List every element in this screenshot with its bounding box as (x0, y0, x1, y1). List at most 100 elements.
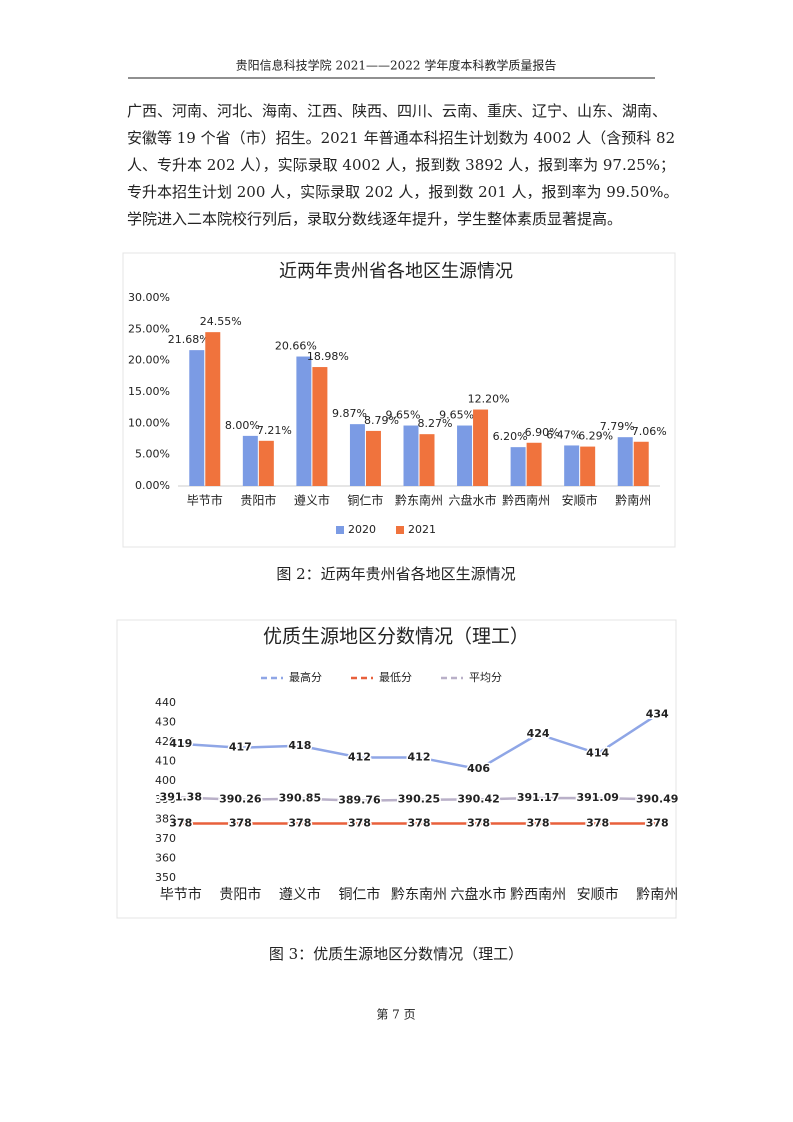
series-line (180, 713, 658, 771)
chart-title: 优质生源地区分数情况（理工） (263, 626, 529, 648)
data-label: 8.27% (418, 417, 453, 430)
x-tick-label: 黔南州 (615, 493, 651, 508)
bar (189, 350, 205, 486)
data-label: 378 (169, 817, 192, 830)
data-label: 391.17 (517, 791, 559, 804)
y-tick-label: 390 (155, 793, 176, 806)
y-tick-label: 350 (155, 871, 176, 884)
bar (564, 445, 580, 486)
bar (419, 434, 435, 486)
data-label: 391.38 (160, 791, 202, 804)
body-line: 安徽等 19 个省（市）招生。2021 年普通本科招生计划数为 4002 人（含… (127, 129, 675, 147)
y-tick-label: 15.00% (128, 385, 170, 398)
x-tick-label: 黔东南州 (395, 493, 443, 508)
data-label: 390.85 (279, 792, 321, 805)
data-label: 7.06% (632, 425, 667, 438)
data-label: 418 (288, 739, 311, 752)
x-tick-label: 铜仁市 (338, 886, 380, 903)
data-label: 7.21% (257, 424, 292, 437)
x-tick-label: 贵阳市 (219, 886, 261, 903)
x-tick-label: 铜仁市 (347, 493, 383, 508)
bar (617, 437, 633, 486)
data-label: 378 (467, 817, 490, 830)
data-label: 8.00% (225, 419, 260, 432)
bar (205, 332, 221, 486)
bar (296, 356, 312, 486)
data-label: 6.20% (493, 430, 528, 443)
y-tick-label: 0.00% (135, 479, 170, 492)
x-tick-label: 贵阳市 (240, 493, 276, 508)
legend-label: 2021 (408, 523, 436, 536)
data-label: 378 (586, 817, 609, 830)
chart-frame (116, 619, 677, 919)
data-label: 21.68% (168, 333, 210, 346)
y-tick-label: 380 (155, 813, 176, 826)
y-tick-label: 360 (155, 852, 176, 865)
data-label: 412 (348, 750, 371, 763)
legend-label: 2020 (348, 523, 376, 536)
legend-label: 最低分 (379, 671, 412, 684)
data-label: 390.25 (398, 793, 440, 806)
data-label: 378 (527, 817, 550, 830)
y-tick-label: 420 (155, 735, 176, 748)
x-tick-label: 安顺市 (562, 493, 598, 508)
bar (526, 442, 542, 486)
x-tick-label: 安顺市 (577, 886, 619, 903)
body-line: 人、专升本 202 人），实际录取 4002 人，报到数 3892 人，报到率为… (127, 156, 675, 174)
x-tick-label: 黔东南州 (391, 887, 447, 903)
body-line: 广西、河南、河北、海南、江西、陕西、四川、云南、重庆、辽宁、山东、湖南、 (127, 102, 667, 120)
data-label: 378 (408, 817, 431, 830)
bar (403, 425, 419, 486)
data-label: 378 (288, 817, 311, 830)
bar (349, 424, 365, 486)
bar (580, 446, 596, 486)
data-label: 417 (229, 741, 252, 754)
x-tick-label: 六盘水市 (451, 886, 507, 903)
data-label: 419 (169, 737, 192, 750)
legend-swatch (336, 526, 344, 534)
figure-caption: 图 3：优质生源地区分数情况（理工） (269, 945, 523, 963)
data-label: 8.79% (364, 414, 399, 427)
body-line: 学院进入二本院校行列后，录取分数线逐年提升，学生整体素质显著提高。 (127, 210, 622, 228)
data-label: 24.55% (200, 315, 242, 328)
page-number: 第 7 页 (376, 1008, 415, 1022)
x-tick-label: 遵义市 (279, 886, 321, 903)
data-label: 20.66% (275, 340, 317, 353)
bar (633, 441, 649, 486)
data-label: 9.65% (386, 409, 421, 422)
y-tick-label: 440 (155, 696, 176, 709)
data-label: 390.26 (219, 793, 262, 806)
y-tick-label: 10.00% (128, 416, 170, 429)
x-tick-label: 毕节市 (187, 493, 223, 508)
data-label: 378 (229, 817, 252, 830)
data-label: 378 (646, 817, 669, 830)
bar (473, 409, 489, 486)
data-label: 9.65% (439, 409, 474, 422)
y-tick-label: 5.00% (135, 448, 170, 461)
bar (457, 425, 473, 486)
x-tick-label: 黔南州 (636, 887, 678, 903)
bar (510, 447, 526, 486)
bar (242, 435, 258, 486)
y-tick-label: 30.00% (128, 291, 170, 304)
data-label: 6.47% (546, 428, 581, 441)
figure-caption: 图 2：近两年贵州省各地区生源情况 (276, 565, 515, 583)
data-label: 9.87% (332, 407, 367, 420)
x-tick-label: 遵义市 (294, 493, 330, 508)
body-line: 专升本招生计划 200 人，实际录取 202 人，报到数 201 人，报到率为 … (127, 183, 678, 201)
data-label: 6.29% (578, 430, 613, 443)
x-tick-label: 黔西南州 (502, 493, 550, 508)
y-tick-label: 400 (155, 774, 176, 787)
legend-label: 最高分 (289, 670, 322, 684)
x-tick-label: 六盘水市 (449, 493, 497, 508)
legend-label: 平均分 (469, 671, 502, 684)
data-label: 7.79% (600, 420, 635, 433)
chart-title: 近两年贵州省各地区生源情况 (279, 261, 513, 282)
y-tick-label: 20.00% (128, 354, 170, 367)
data-label: 412 (408, 750, 431, 763)
data-label: 6.90% (525, 426, 560, 439)
y-tick-label: 410 (155, 754, 176, 767)
x-tick-label: 毕节市 (160, 886, 202, 903)
data-label: 424 (527, 727, 550, 740)
